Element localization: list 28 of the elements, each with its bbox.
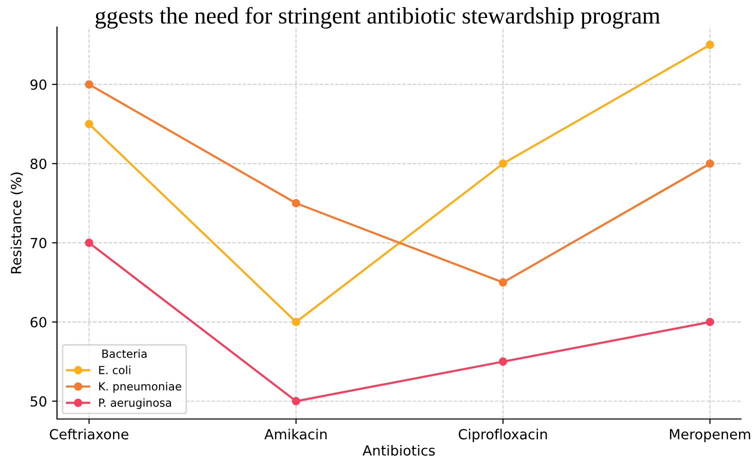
point xyxy=(706,318,714,326)
x-axis-title: Antibiotics xyxy=(362,444,435,456)
point xyxy=(84,238,94,247)
x-tick-label: Ceftriaxone xyxy=(50,428,128,440)
point xyxy=(292,397,300,406)
x-tick-label: Amikacin xyxy=(264,428,327,440)
point xyxy=(292,318,300,326)
point xyxy=(706,40,714,49)
x-tick-label: Ciprofloxacin xyxy=(458,428,547,442)
y-tick-label: 60 xyxy=(30,316,46,328)
x-tick-label: Meropenem xyxy=(670,429,750,442)
legend-title: Bacteria xyxy=(102,349,147,358)
y-tick-label: 90 xyxy=(30,79,46,90)
y-tick-label: 80 xyxy=(30,158,46,170)
legend-label: E. coli xyxy=(99,366,130,374)
point xyxy=(292,199,300,208)
legend-label: P. aeruginosa xyxy=(99,398,171,409)
point xyxy=(498,278,508,287)
chart-title: ggests the need for stringent antibiotic stewardship program xyxy=(96,6,660,29)
point xyxy=(706,159,714,168)
y-tick-label: 70 xyxy=(30,238,46,248)
point xyxy=(84,120,94,128)
legend-label: K. pneumoniae xyxy=(99,382,182,393)
point xyxy=(498,357,508,366)
point xyxy=(498,159,508,168)
y-tick-label: 50 xyxy=(30,396,46,407)
point xyxy=(84,80,94,89)
y-axis-title: Resistance (%) xyxy=(10,172,23,274)
